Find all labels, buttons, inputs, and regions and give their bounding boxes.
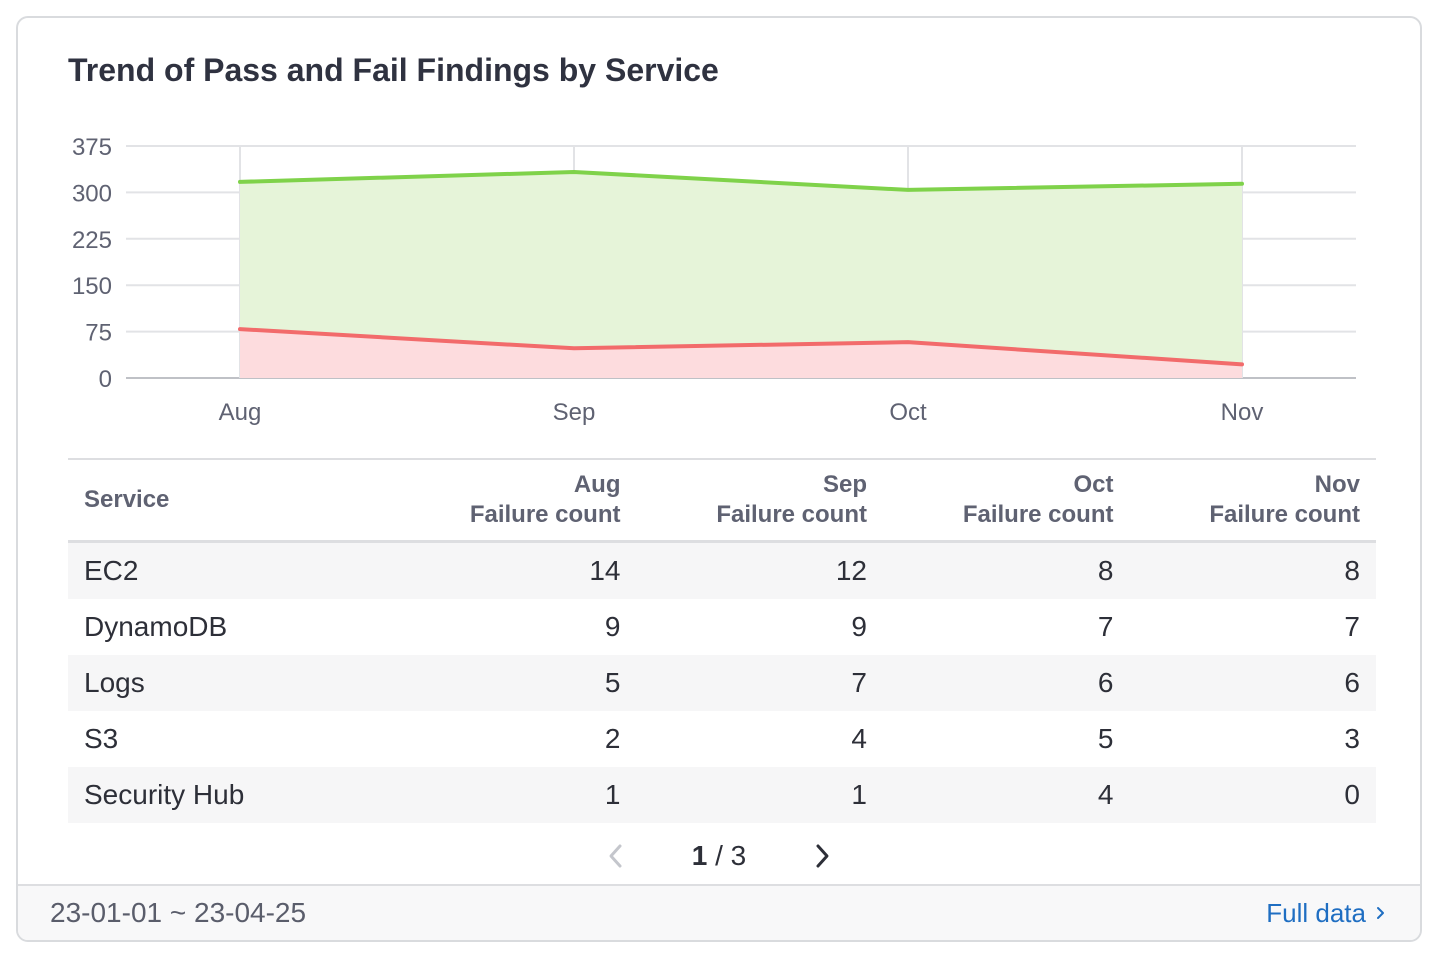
- column-header-sep[interactable]: Sep Failure count: [637, 459, 884, 542]
- failure-count-cell: 1: [604, 779, 621, 810]
- failure-count-cell: 8: [1344, 555, 1360, 586]
- failure-count-cell: 0: [1344, 779, 1360, 810]
- y-tick-label: 375: [72, 134, 112, 161]
- full-data-link[interactable]: Full data: [1266, 898, 1386, 929]
- failure-count-cell: 6: [1344, 667, 1360, 698]
- date-range-label: 23-01-01 ~ 23-04-25: [50, 897, 307, 928]
- column-header-month: Sep: [822, 471, 867, 498]
- column-header-metric: Failure count: [469, 501, 621, 528]
- y-tick-label: 225: [72, 227, 112, 254]
- failure-count-cell: 1: [851, 779, 867, 810]
- column-header-month: Nov: [1314, 471, 1360, 498]
- failure-count-cell: 3: [1344, 723, 1360, 754]
- fail-series-line: [238, 327, 1244, 367]
- page-indicator: 1 / 3: [664, 840, 774, 872]
- y-axis-ticks: 0 75 150 225 300 375: [72, 134, 112, 393]
- column-header-aug[interactable]: Aug Failure count: [390, 459, 637, 542]
- failure-count-cell: 8: [1097, 555, 1114, 586]
- column-header-nov[interactable]: Nov Failure count: [1130, 459, 1377, 542]
- column-header-metric: Failure count: [716, 501, 867, 528]
- trend-widget-card: Trend of Pass and Fail Findings by Servi…: [16, 16, 1422, 942]
- failure-count-table-wrap: Service Aug Failure count Sep Failure co…: [68, 458, 1376, 823]
- pagination: 1 / 3: [18, 836, 1420, 876]
- page-separator: /: [707, 840, 731, 871]
- y-tick-label: 0: [99, 366, 112, 393]
- failure-count-cell: 12: [835, 555, 867, 586]
- failure-count-cell: 6: [1097, 667, 1114, 698]
- pass-series-line: [238, 169, 1244, 192]
- failure-count-cell: 5: [1097, 723, 1114, 754]
- x-tick-label: Nov: [1221, 399, 1264, 426]
- column-header-metric: Failure count: [962, 501, 1114, 528]
- failure-count-cell: 9: [851, 611, 867, 642]
- column-header-metric: Failure count: [1209, 501, 1360, 528]
- column-header-month: Oct: [1073, 471, 1114, 498]
- column-header-month: Aug: [573, 471, 621, 498]
- table-row: S3 2 4 5 3: [68, 711, 1376, 767]
- table-header-row: Service Aug Failure count Sep Failure co…: [68, 459, 1376, 542]
- x-tick-label: Aug: [219, 399, 262, 426]
- failure-count-cell: 2: [604, 723, 621, 754]
- widget-footer: 23-01-01 ~ 23-04-25 Full data: [18, 884, 1420, 940]
- column-header-oct[interactable]: Oct Failure count: [883, 459, 1130, 542]
- chevron-right-small-icon: [1377, 907, 1384, 919]
- x-tick-label: Sep: [553, 399, 596, 426]
- table-row: EC2 14 12 8 8: [68, 541, 1376, 599]
- pass-area: [240, 171, 1242, 378]
- x-axis-ticks: Aug Sep Oct Nov: [219, 399, 1264, 426]
- chart-areas: [240, 171, 1242, 378]
- total-pages: 3: [730, 840, 747, 871]
- service-cell: EC2: [84, 555, 139, 586]
- y-tick-label: 75: [85, 320, 112, 347]
- failure-count-cell: 5: [604, 667, 621, 698]
- column-header-line2: Service: [84, 486, 170, 513]
- failure-count-cell: 4: [1097, 779, 1114, 810]
- service-cell: DynamoDB: [84, 611, 228, 642]
- service-cell: S3: [84, 723, 119, 754]
- current-page: 1: [691, 840, 708, 871]
- chevron-left-icon: [609, 844, 622, 868]
- table-row: Logs 5 7 6 6: [68, 655, 1376, 711]
- failure-count-cell: 7: [1097, 611, 1114, 642]
- service-cell: Security Hub: [84, 779, 245, 810]
- next-page-button[interactable]: [802, 836, 842, 876]
- failure-count-cell: 4: [851, 723, 867, 754]
- table-row: DynamoDB 9 9 7 7: [68, 599, 1376, 655]
- y-tick-label: 150: [72, 273, 112, 300]
- failure-count-cell: 7: [851, 667, 867, 698]
- failure-count-cell: 7: [1344, 611, 1360, 642]
- fail-area: [240, 329, 1242, 378]
- prev-page-button[interactable]: [596, 836, 636, 876]
- trend-area-chart: 0 75 150 225 300 375 Aug Sep Oct Nov: [72, 134, 1356, 426]
- failure-count-cell: 14: [589, 555, 621, 586]
- column-header-service[interactable]: Service: [68, 459, 390, 542]
- chevron-right-icon: [816, 844, 829, 868]
- failure-count-table: Service Aug Failure count Sep Failure co…: [68, 458, 1376, 823]
- service-cell: Logs: [84, 667, 145, 698]
- table-row: Security Hub 1 1 4 0: [68, 767, 1376, 823]
- chart-series-lines: [238, 169, 1244, 367]
- full-data-label: Full data: [1266, 897, 1366, 928]
- x-tick-label: Oct: [889, 399, 927, 426]
- failure-count-cell: 9: [604, 611, 621, 642]
- y-tick-label: 300: [72, 180, 112, 207]
- widget-title: Trend of Pass and Fail Findings by Servi…: [68, 52, 719, 88]
